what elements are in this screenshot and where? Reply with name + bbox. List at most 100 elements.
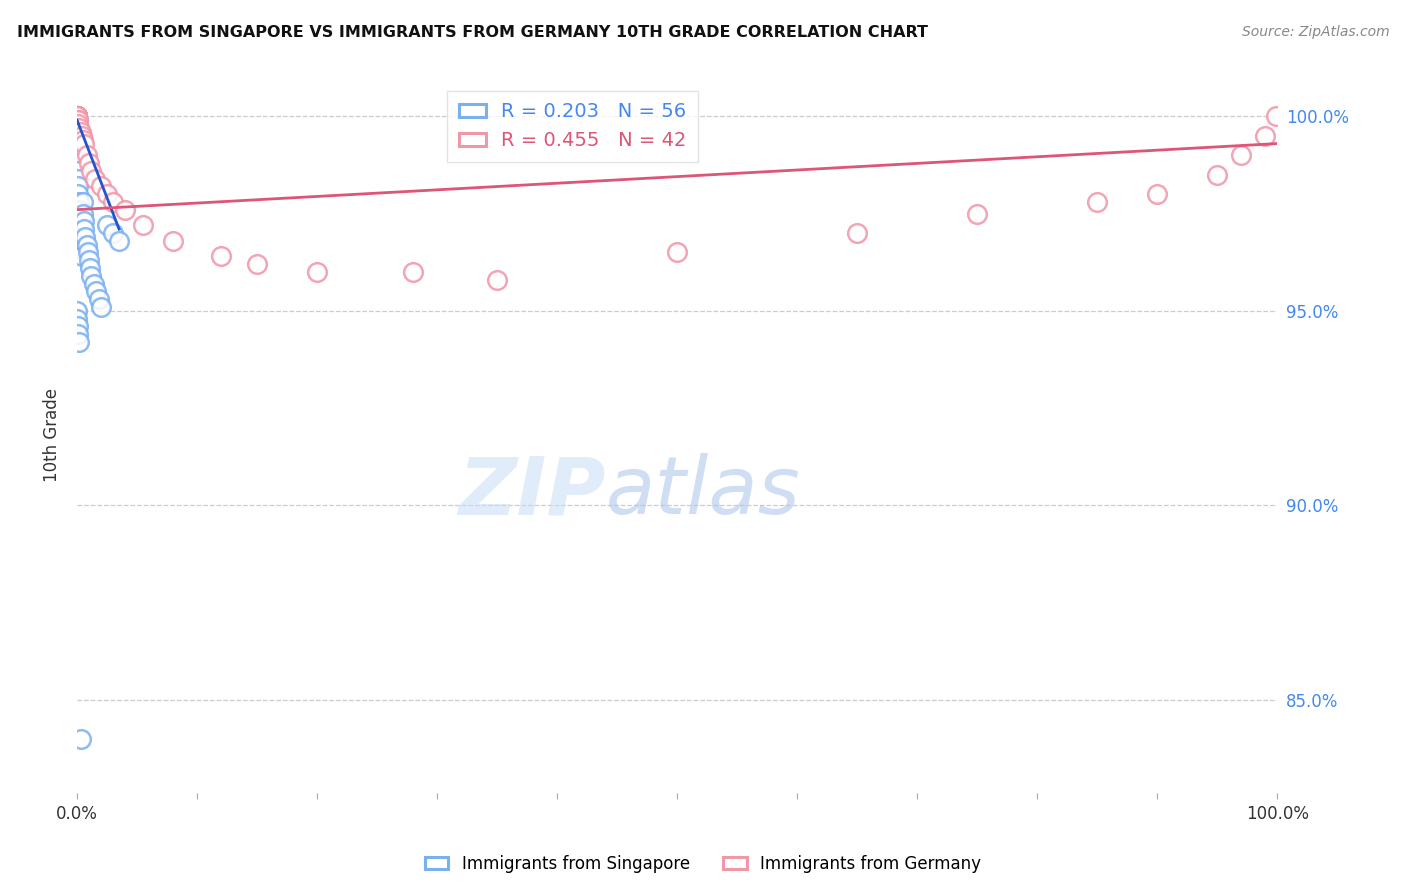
- Point: [69, 125, 91, 139]
- Text: IMMIGRANTS FROM SINGAPORE VS IMMIGRANTS FROM GERMANY 10TH GRADE CORRELATION CHAR: IMMIGRANTS FROM SINGAPORE VS IMMIGRANTS …: [17, 25, 928, 40]
- Point: [67, 117, 90, 131]
- Point: [76, 148, 98, 162]
- Point: [66, 109, 89, 123]
- Point: [66, 148, 89, 162]
- Point: [67, 163, 90, 178]
- Point: [66, 113, 89, 128]
- Point: [77, 156, 100, 170]
- Point: [66, 109, 89, 123]
- Point: [966, 206, 988, 220]
- Point: [67, 113, 90, 128]
- Point: [67, 319, 90, 334]
- Point: [66, 109, 89, 123]
- Point: [77, 245, 100, 260]
- Point: [66, 109, 89, 123]
- Point: [66, 109, 89, 123]
- Point: [79, 260, 101, 275]
- Point: [66, 311, 89, 326]
- Point: [114, 202, 136, 217]
- Y-axis label: 10th Grade: 10th Grade: [44, 388, 60, 483]
- Point: [69, 211, 91, 225]
- Point: [72, 206, 94, 220]
- Point: [67, 156, 90, 170]
- Point: [69, 226, 91, 240]
- Point: [1230, 148, 1253, 162]
- Point: [73, 214, 96, 228]
- Point: [69, 202, 91, 217]
- Point: [76, 237, 98, 252]
- Point: [66, 125, 89, 139]
- Point: [846, 226, 869, 240]
- Text: ZIP: ZIP: [458, 453, 605, 532]
- Point: [83, 277, 105, 291]
- Point: [70, 242, 93, 256]
- Point: [66, 128, 89, 143]
- Point: [1146, 187, 1168, 202]
- Point: [66, 109, 89, 123]
- Point: [75, 230, 97, 244]
- Point: [486, 273, 509, 287]
- Point: [69, 731, 91, 746]
- Point: [72, 133, 94, 147]
- Point: [307, 265, 329, 279]
- Point: [67, 187, 90, 202]
- Point: [66, 109, 89, 123]
- Point: [66, 109, 89, 123]
- Point: [66, 117, 89, 131]
- Point: [84, 171, 107, 186]
- Point: [67, 171, 90, 186]
- Point: [1206, 168, 1229, 182]
- Point: [132, 218, 155, 232]
- Point: [101, 194, 124, 209]
- Point: [67, 327, 90, 342]
- Point: [80, 163, 103, 178]
- Point: [80, 268, 103, 283]
- Point: [66, 109, 89, 123]
- Point: [66, 113, 89, 128]
- Point: [69, 234, 91, 248]
- Point: [1087, 194, 1109, 209]
- Point: [69, 194, 91, 209]
- Point: [90, 179, 112, 194]
- Point: [66, 136, 89, 151]
- Point: [66, 303, 89, 318]
- Point: [70, 128, 93, 143]
- Point: [66, 113, 89, 128]
- Point: [101, 226, 124, 240]
- Point: [108, 234, 131, 248]
- Point: [73, 136, 96, 151]
- Point: [77, 253, 100, 268]
- Point: [84, 285, 107, 299]
- Legend: R = 0.203   N = 56, R = 0.455   N = 42: R = 0.203 N = 56, R = 0.455 N = 42: [447, 91, 699, 161]
- Point: [67, 113, 90, 128]
- Point: [69, 334, 91, 349]
- Point: [246, 257, 269, 271]
- Point: [66, 125, 89, 139]
- Point: [87, 292, 110, 306]
- Point: [66, 140, 89, 154]
- Point: [66, 152, 89, 166]
- Point: [1265, 109, 1288, 123]
- Point: [73, 222, 96, 236]
- Point: [66, 120, 89, 135]
- Point: [1254, 128, 1277, 143]
- Point: [67, 179, 90, 194]
- Point: [402, 265, 425, 279]
- Point: [96, 187, 118, 202]
- Point: [96, 218, 118, 232]
- Point: [69, 218, 91, 232]
- Text: Source: ZipAtlas.com: Source: ZipAtlas.com: [1241, 25, 1389, 39]
- Point: [90, 300, 112, 314]
- Point: [66, 145, 89, 159]
- Point: [72, 194, 94, 209]
- Text: atlas: atlas: [605, 453, 800, 532]
- Point: [70, 249, 93, 263]
- Point: [162, 234, 184, 248]
- Legend: Immigrants from Singapore, Immigrants from Germany: Immigrants from Singapore, Immigrants fr…: [419, 848, 987, 880]
- Point: [209, 249, 232, 263]
- Point: [66, 120, 89, 135]
- Point: [66, 133, 89, 147]
- Point: [666, 245, 689, 260]
- Point: [66, 109, 89, 123]
- Point: [69, 120, 91, 135]
